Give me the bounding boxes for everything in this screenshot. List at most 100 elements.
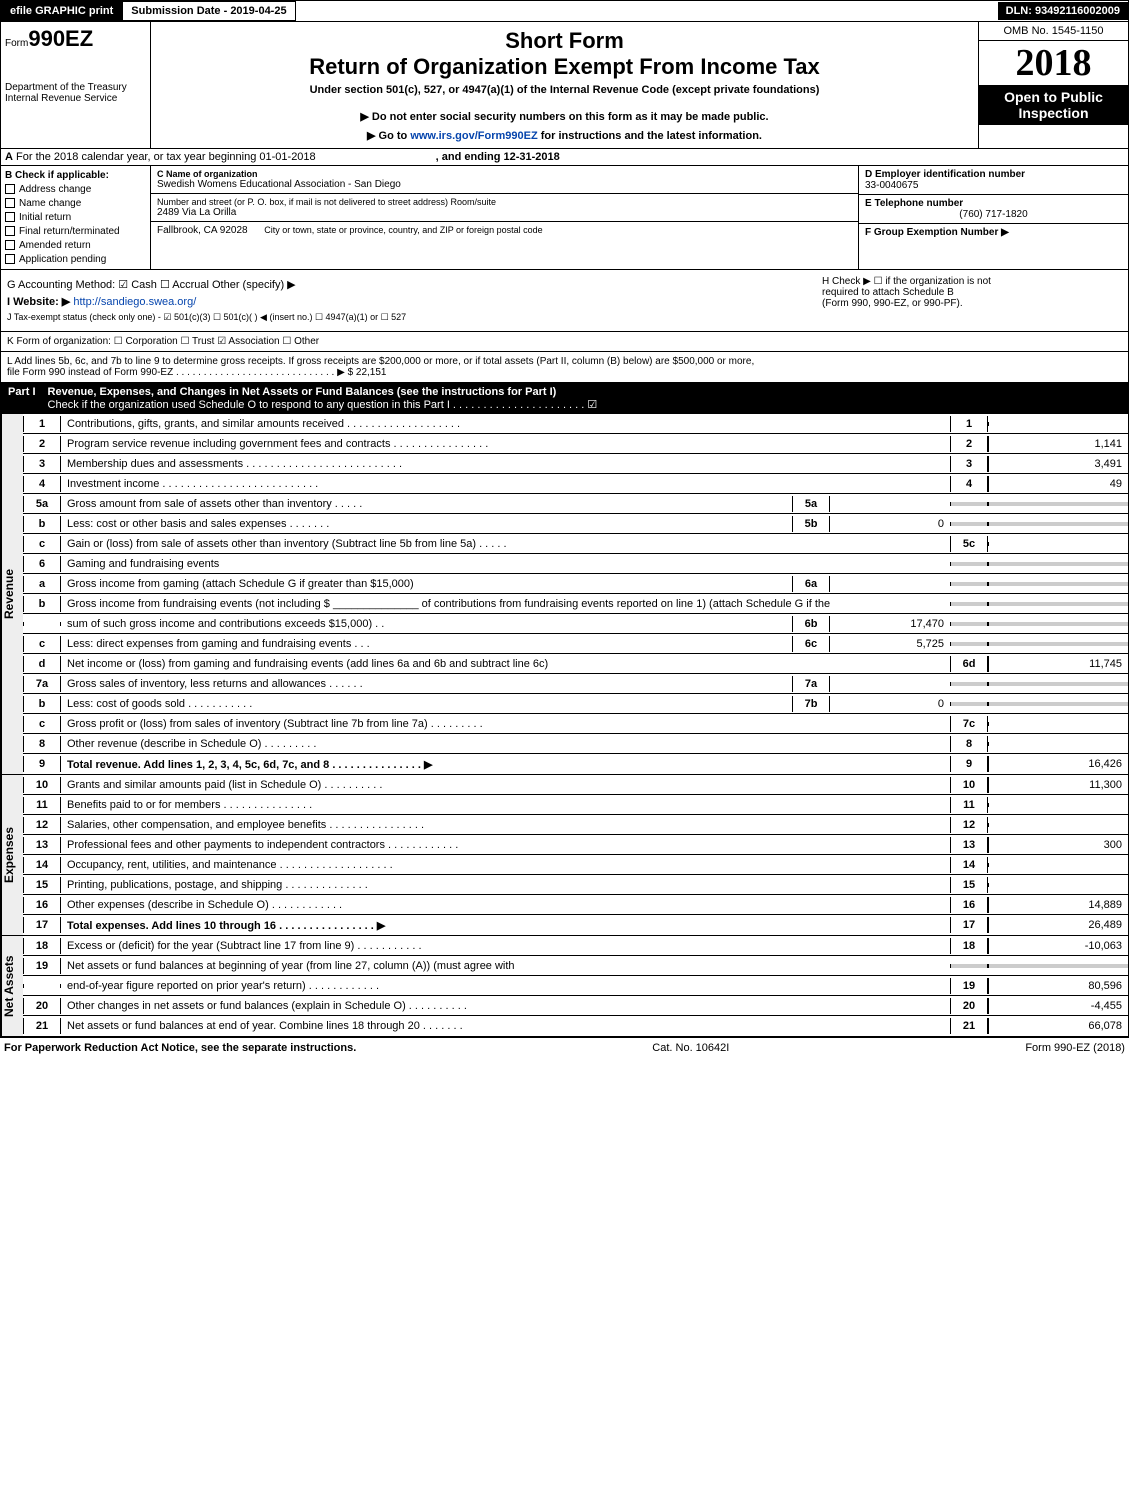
- line-number: 17: [23, 917, 61, 933]
- city-state-zip: Fallbrook, CA 92028: [157, 225, 248, 236]
- right-line-number: 16: [950, 897, 988, 913]
- page-footer: For Paperwork Reduction Act Notice, see …: [0, 1037, 1129, 1058]
- line-number: [23, 984, 61, 988]
- revenue-rows: 1Contributions, gifts, grants, and simil…: [23, 414, 1128, 774]
- shaded-value: [988, 502, 1128, 506]
- line-text: end-of-year figure reported on prior yea…: [61, 978, 950, 994]
- mid-line-number: 7b: [792, 696, 830, 712]
- website-link[interactable]: http://sandiego.swea.org/: [73, 296, 196, 308]
- checkbox-name-change[interactable]: Name change: [5, 198, 146, 209]
- line-text: Less: cost or other basis and sales expe…: [61, 516, 792, 532]
- checkbox-application-pending[interactable]: Application pending: [5, 254, 146, 265]
- mid-line-value: 5,725: [830, 636, 950, 652]
- line-number: 3: [23, 456, 61, 472]
- open-to-public: Open to Public Inspection: [979, 85, 1128, 125]
- line-number: b: [23, 596, 61, 612]
- line-text: Salaries, other compensation, and employ…: [61, 817, 950, 833]
- shaded-cell: [950, 602, 988, 606]
- line-number: 8: [23, 736, 61, 752]
- mid-line-value: [830, 682, 950, 686]
- shaded-cell: [950, 622, 988, 626]
- line-h2: required to attach Schedule B: [822, 287, 1122, 298]
- mid-line-value: 0: [830, 516, 950, 532]
- line-15: 15Printing, publications, postage, and s…: [23, 875, 1128, 895]
- irs-link[interactable]: www.irs.gov/Form990EZ: [410, 130, 537, 142]
- right-line-number: 3: [950, 456, 988, 472]
- right-line-number: 9: [950, 756, 988, 772]
- right-line-number: 10: [950, 777, 988, 793]
- footer-mid: Cat. No. 10642I: [652, 1042, 729, 1054]
- f-row: F Group Exemption Number ▶: [859, 224, 1128, 241]
- line-value: [988, 863, 1128, 867]
- line-value: [988, 823, 1128, 827]
- gh-right: H Check ▶ ☐ if the organization is not r…: [822, 276, 1122, 325]
- right-line-number: 21: [950, 1018, 988, 1034]
- line-g: G Accounting Method: ☑ Cash ☐ Accrual Ot…: [7, 276, 822, 293]
- netassets-table: Net Assets 18Excess or (deficit) for the…: [0, 936, 1129, 1037]
- block-b-f: B Check if applicable: Address changeNam…: [0, 166, 1129, 270]
- line-i: I Website: ▶ http://sandiego.swea.org/: [7, 293, 822, 310]
- form-number-box: Form990EZ Department of the Treasury Int…: [1, 22, 151, 148]
- line-number: c: [23, 716, 61, 732]
- line-12: 12Salaries, other compensation, and empl…: [23, 815, 1128, 835]
- block-g-k: G Accounting Method: ☑ Cash ☐ Accrual Ot…: [0, 270, 1129, 332]
- dept-text-2: Internal Revenue Service: [5, 93, 146, 104]
- line-text: Excess or (deficit) for the year (Subtra…: [61, 938, 950, 954]
- shaded-value: [988, 682, 1128, 686]
- line-value: 66,078: [988, 1018, 1128, 1034]
- line-6: 6Gaming and fundraising events: [23, 554, 1128, 574]
- e-label: E Telephone number: [865, 198, 963, 209]
- checkbox-final-return-terminated[interactable]: Final return/terminated: [5, 226, 146, 237]
- city-label: City or town, state or province, country…: [264, 225, 542, 235]
- line-6d: dNet income or (loss) from gaming and fu…: [23, 654, 1128, 674]
- shaded-value: [988, 522, 1128, 526]
- shaded-cell: [950, 562, 988, 566]
- netassets-side-label: Net Assets: [1, 936, 23, 1036]
- line-value: [988, 542, 1128, 546]
- line-number: 2: [23, 436, 61, 452]
- row-a: A For the 2018 calendar year, or tax yea…: [0, 149, 1129, 166]
- line-text: Net income or (loss) from gaming and fun…: [61, 656, 950, 672]
- mid-line-value: [830, 502, 950, 506]
- checkbox-initial-return[interactable]: Initial return: [5, 212, 146, 223]
- line-17: 17Total expenses. Add lines 10 through 1…: [23, 915, 1128, 935]
- org-name-row: C Name of organization Swedish Womens Ed…: [151, 166, 858, 194]
- expenses-side-label: Expenses: [1, 775, 23, 935]
- mid-line-value: [830, 582, 950, 586]
- efile-print-button[interactable]: efile GRAPHIC print: [1, 1, 122, 21]
- line-value: [988, 803, 1128, 807]
- netassets-rows: 18Excess or (deficit) for the year (Subt…: [23, 936, 1128, 1036]
- line-text: Less: direct expenses from gaming and fu…: [61, 636, 792, 652]
- line-l: L Add lines 5b, 6c, and 7b to line 9 to …: [0, 352, 1129, 383]
- right-line-number: 4: [950, 476, 988, 492]
- line-value: 26,489: [988, 917, 1128, 933]
- short-form-label: Short Form: [157, 28, 972, 54]
- shaded-cell: [950, 582, 988, 586]
- line-value: 11,300: [988, 777, 1128, 793]
- line-value: 80,596: [988, 978, 1128, 994]
- line-value: -4,455: [988, 998, 1128, 1014]
- block-d-e-f: D Employer identification number 33-0040…: [858, 166, 1128, 269]
- checkbox-address-change[interactable]: Address change: [5, 184, 146, 195]
- i-label: I Website: ▶: [7, 296, 70, 308]
- line-4: 4Investment income . . . . . . . . . . .…: [23, 474, 1128, 494]
- checkbox-amended-return[interactable]: Amended return: [5, 240, 146, 251]
- line-text: Other revenue (describe in Schedule O) .…: [61, 736, 950, 752]
- subtitle: Under section 501(c), 527, or 4947(a)(1)…: [157, 84, 972, 96]
- line-text: Investment income . . . . . . . . . . . …: [61, 476, 950, 492]
- form-prefix: Form: [5, 38, 28, 49]
- line-7a: 7aGross sales of inventory, less returns…: [23, 674, 1128, 694]
- line-number: 21: [23, 1018, 61, 1034]
- right-line-number: 19: [950, 978, 988, 994]
- top-bar: efile GRAPHIC print Submission Date - 20…: [0, 0, 1129, 22]
- line-19: 19Net assets or fund balances at beginni…: [23, 956, 1128, 976]
- line-value: [988, 883, 1128, 887]
- line-6b: sum of such gross income and contributio…: [23, 614, 1128, 634]
- dept-text-1: Department of the Treasury: [5, 82, 146, 93]
- line-number: 5a: [23, 496, 61, 512]
- part1-label: Part I: [8, 386, 36, 411]
- warning-2: ▶ Go to www.irs.gov/Form990EZ for instru…: [157, 129, 972, 142]
- line-text: Membership dues and assessments . . . . …: [61, 456, 950, 472]
- mid-line-number: 5b: [792, 516, 830, 532]
- line-text: Gross sales of inventory, less returns a…: [61, 676, 792, 692]
